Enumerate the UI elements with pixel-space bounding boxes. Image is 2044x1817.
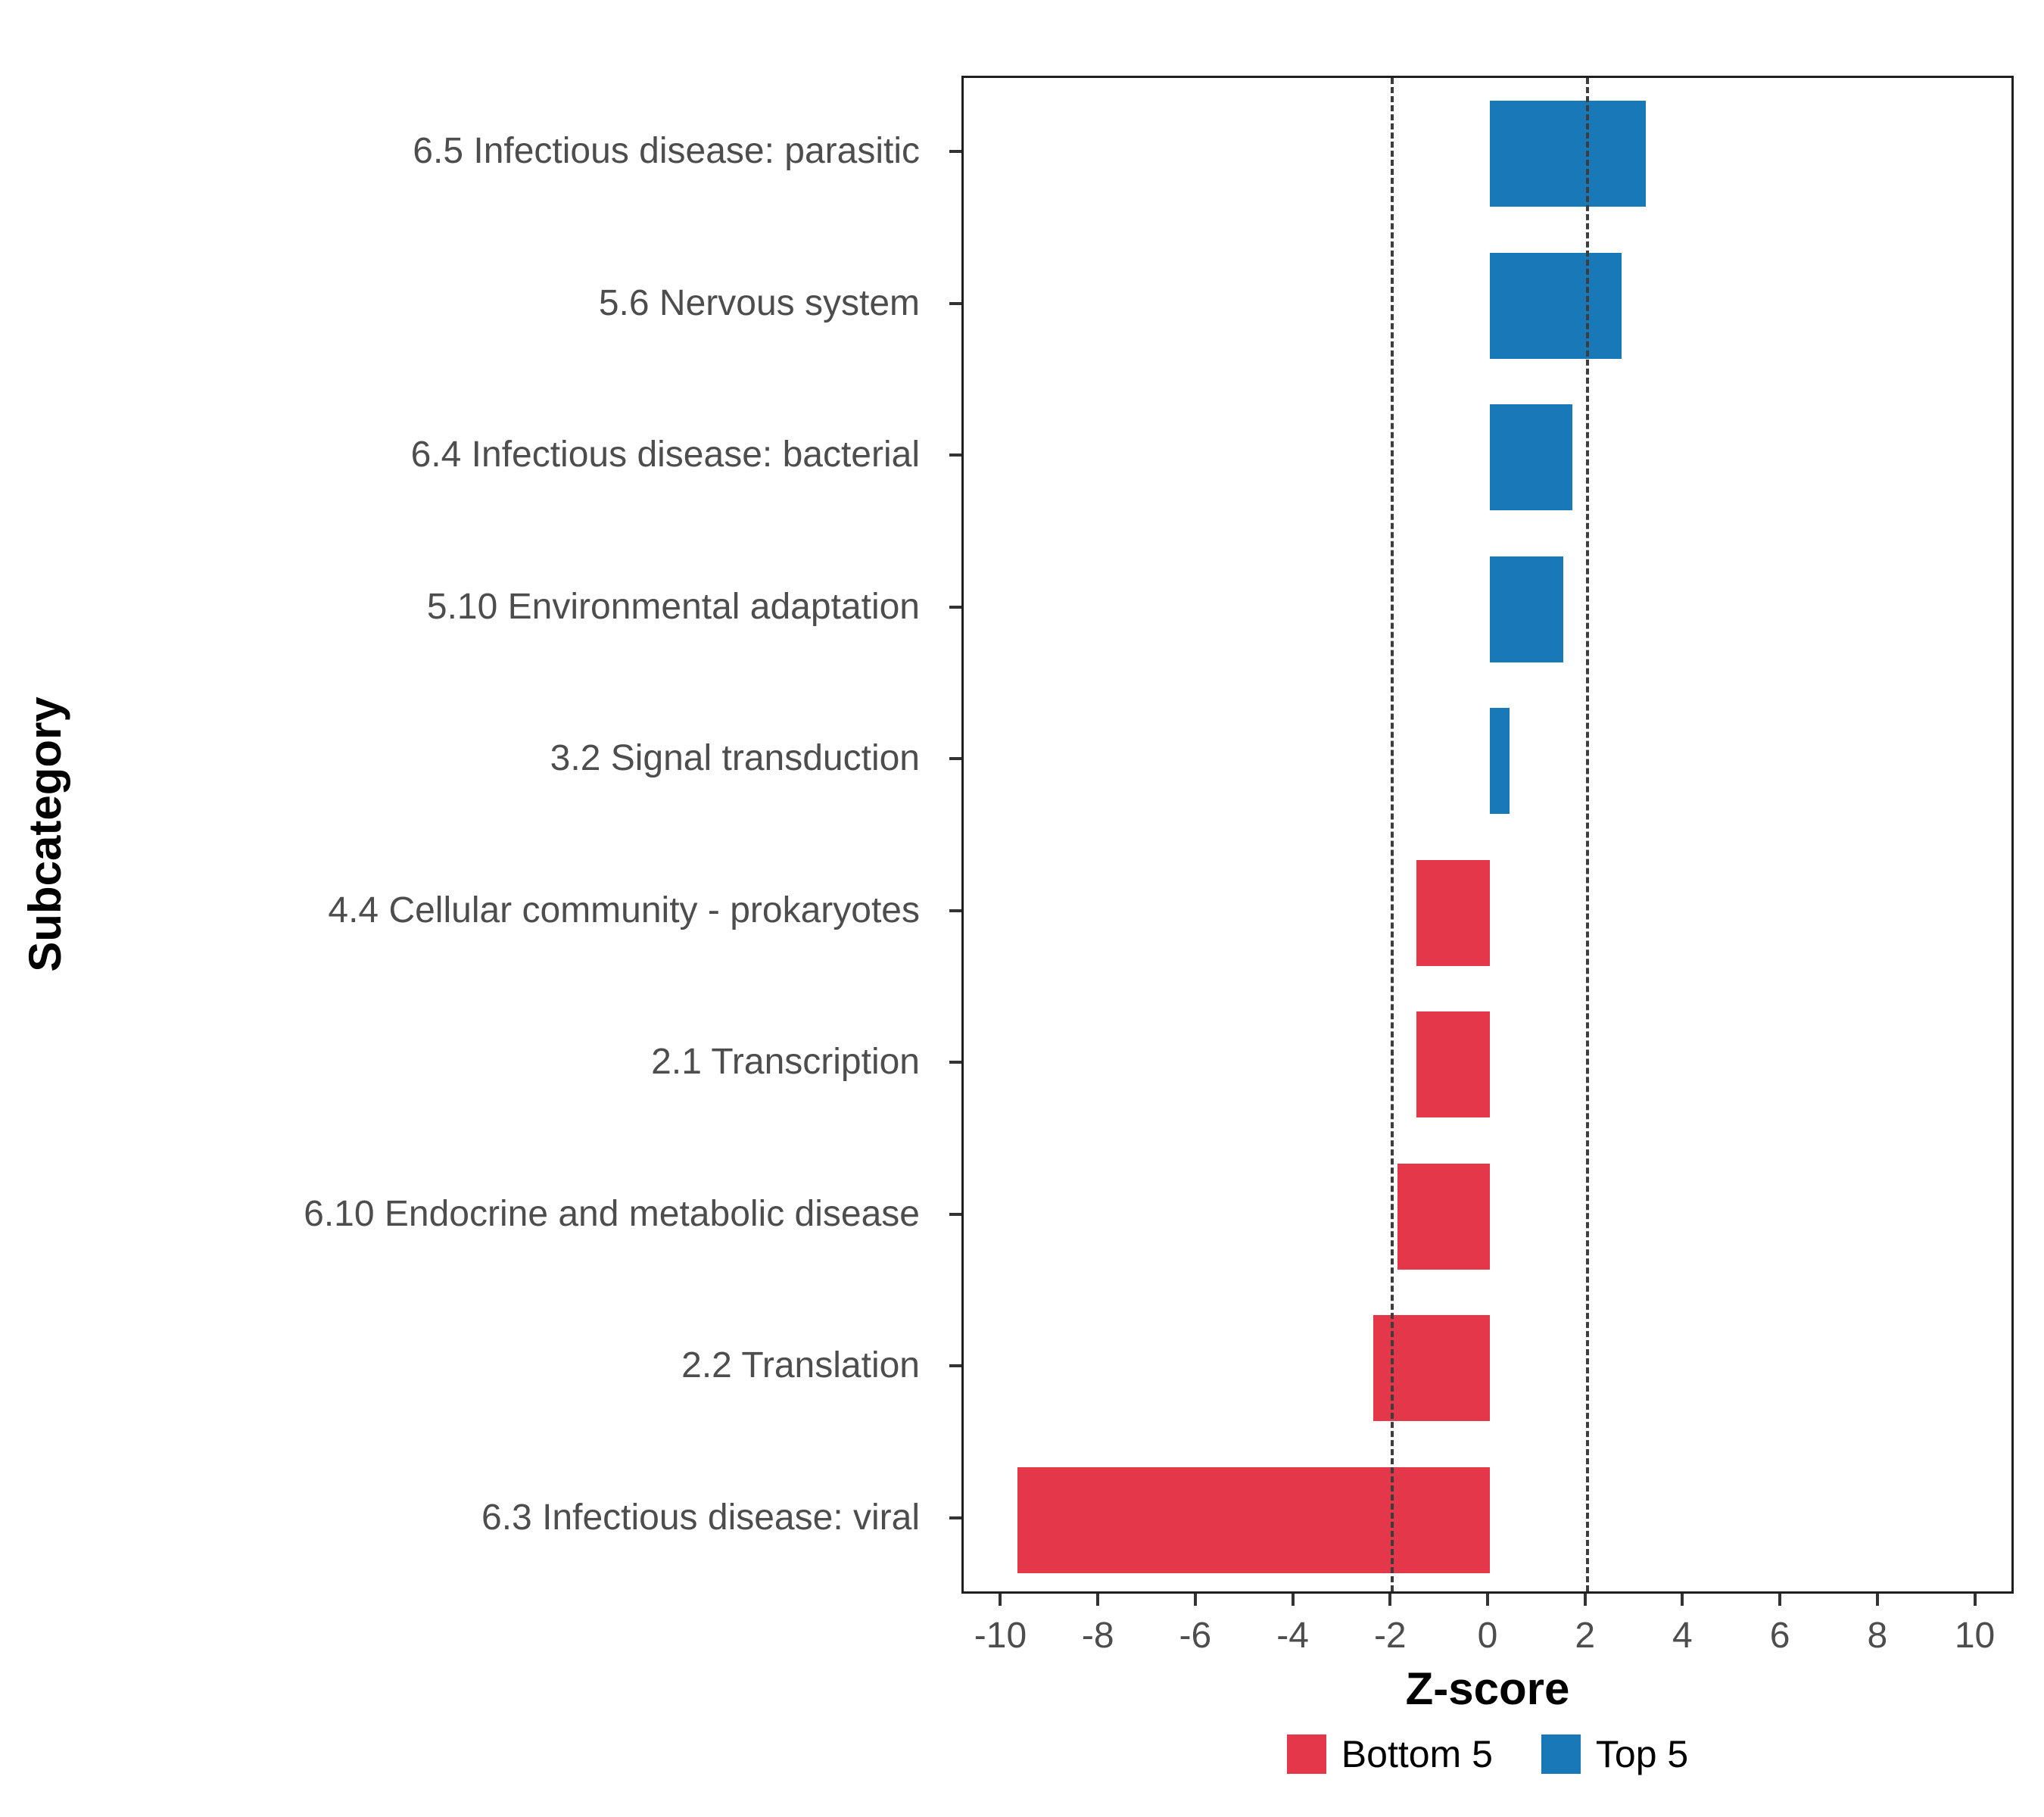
legend-label: Bottom 5 [1341, 1733, 1493, 1775]
x-tick-mark [1778, 1594, 1782, 1606]
legend-item-top-5: Top 5 [1541, 1732, 1688, 1776]
x-tick-mark [1096, 1594, 1100, 1606]
x-tick-mark [1583, 1594, 1587, 1606]
x-axis-title: Z-score [1405, 1663, 1570, 1714]
bar-bottom5 [1397, 1163, 1490, 1270]
x-tick-label: 6 [1769, 1616, 1790, 1656]
reference-line--2 [1391, 78, 1394, 1591]
x-tick-mark [1388, 1594, 1392, 1606]
y-category-label: 5.6 Nervous system [598, 282, 920, 323]
y-tick-mark [949, 150, 961, 154]
x-tick-label: -6 [1179, 1616, 1212, 1656]
y-category-label: 2.1 Transcription [651, 1042, 920, 1083]
x-tick-mark [1193, 1594, 1197, 1606]
x-tick-label: 2 [1575, 1616, 1596, 1656]
legend-item-bottom-5: Bottom 5 [1286, 1732, 1493, 1776]
y-tick-mark [949, 1061, 961, 1064]
y-tick-mark [949, 1516, 961, 1519]
legend-label: Top 5 [1595, 1733, 1689, 1775]
y-tick-mark [949, 453, 961, 457]
y-category-label: 4.4 Cellular community - prokaryotes [328, 890, 920, 930]
x-tick-label: 4 [1672, 1616, 1693, 1656]
x-tick-mark [1486, 1594, 1489, 1606]
x-tick-label: 8 [1867, 1616, 1888, 1656]
y-category-label: 3.2 Signal transduction [550, 738, 920, 779]
bar-bottom5 [1017, 1466, 1490, 1573]
y-tick-mark [949, 757, 961, 761]
bar-top5 [1490, 101, 1646, 207]
y-category-label: 6.4 Infectious disease: bacterial [410, 435, 920, 475]
bar-top5 [1490, 252, 1622, 359]
y-category-label: 5.10 Environmental adaptation [426, 586, 920, 627]
x-tick-mark [1973, 1594, 1977, 1606]
x-tick-label: 10 [1954, 1616, 1996, 1656]
y-category-label: 6.3 Infectious disease: viral [481, 1497, 920, 1538]
y-tick-mark [949, 605, 961, 609]
x-tick-label: -4 [1276, 1616, 1309, 1656]
x-tick-mark [1681, 1594, 1684, 1606]
bar-bottom5 [1416, 859, 1490, 966]
x-tick-mark [999, 1594, 1002, 1606]
bar-top5 [1490, 556, 1563, 662]
bar-bottom5 [1416, 1011, 1490, 1118]
reference-line-2 [1585, 78, 1589, 1591]
y-category-label: 6.10 Endocrine and metabolic disease [304, 1193, 920, 1234]
y-tick-mark [949, 1212, 961, 1216]
bar-top5 [1490, 404, 1573, 511]
x-tick-mark [1291, 1594, 1295, 1606]
y-category-label: 2.2 Translation [681, 1345, 920, 1386]
x-tick-mark [1875, 1594, 1879, 1606]
legend-swatch [1286, 1734, 1326, 1774]
x-tick-label: -8 [1081, 1616, 1114, 1656]
y-tick-mark [949, 1364, 961, 1368]
bar-top5 [1490, 708, 1510, 815]
x-tick-label: 0 [1477, 1616, 1498, 1656]
plot-panel [961, 76, 2014, 1594]
y-tick-mark [949, 908, 961, 912]
x-tick-label: -10 [974, 1616, 1027, 1656]
x-tick-label: -2 [1373, 1616, 1407, 1656]
y-category-label: 6.5 Infectious disease: parasitic [413, 131, 920, 172]
y-tick-mark [949, 301, 961, 305]
legend: Bottom 5 Top 5 [961, 1732, 2014, 1776]
legend-swatch [1541, 1734, 1581, 1774]
